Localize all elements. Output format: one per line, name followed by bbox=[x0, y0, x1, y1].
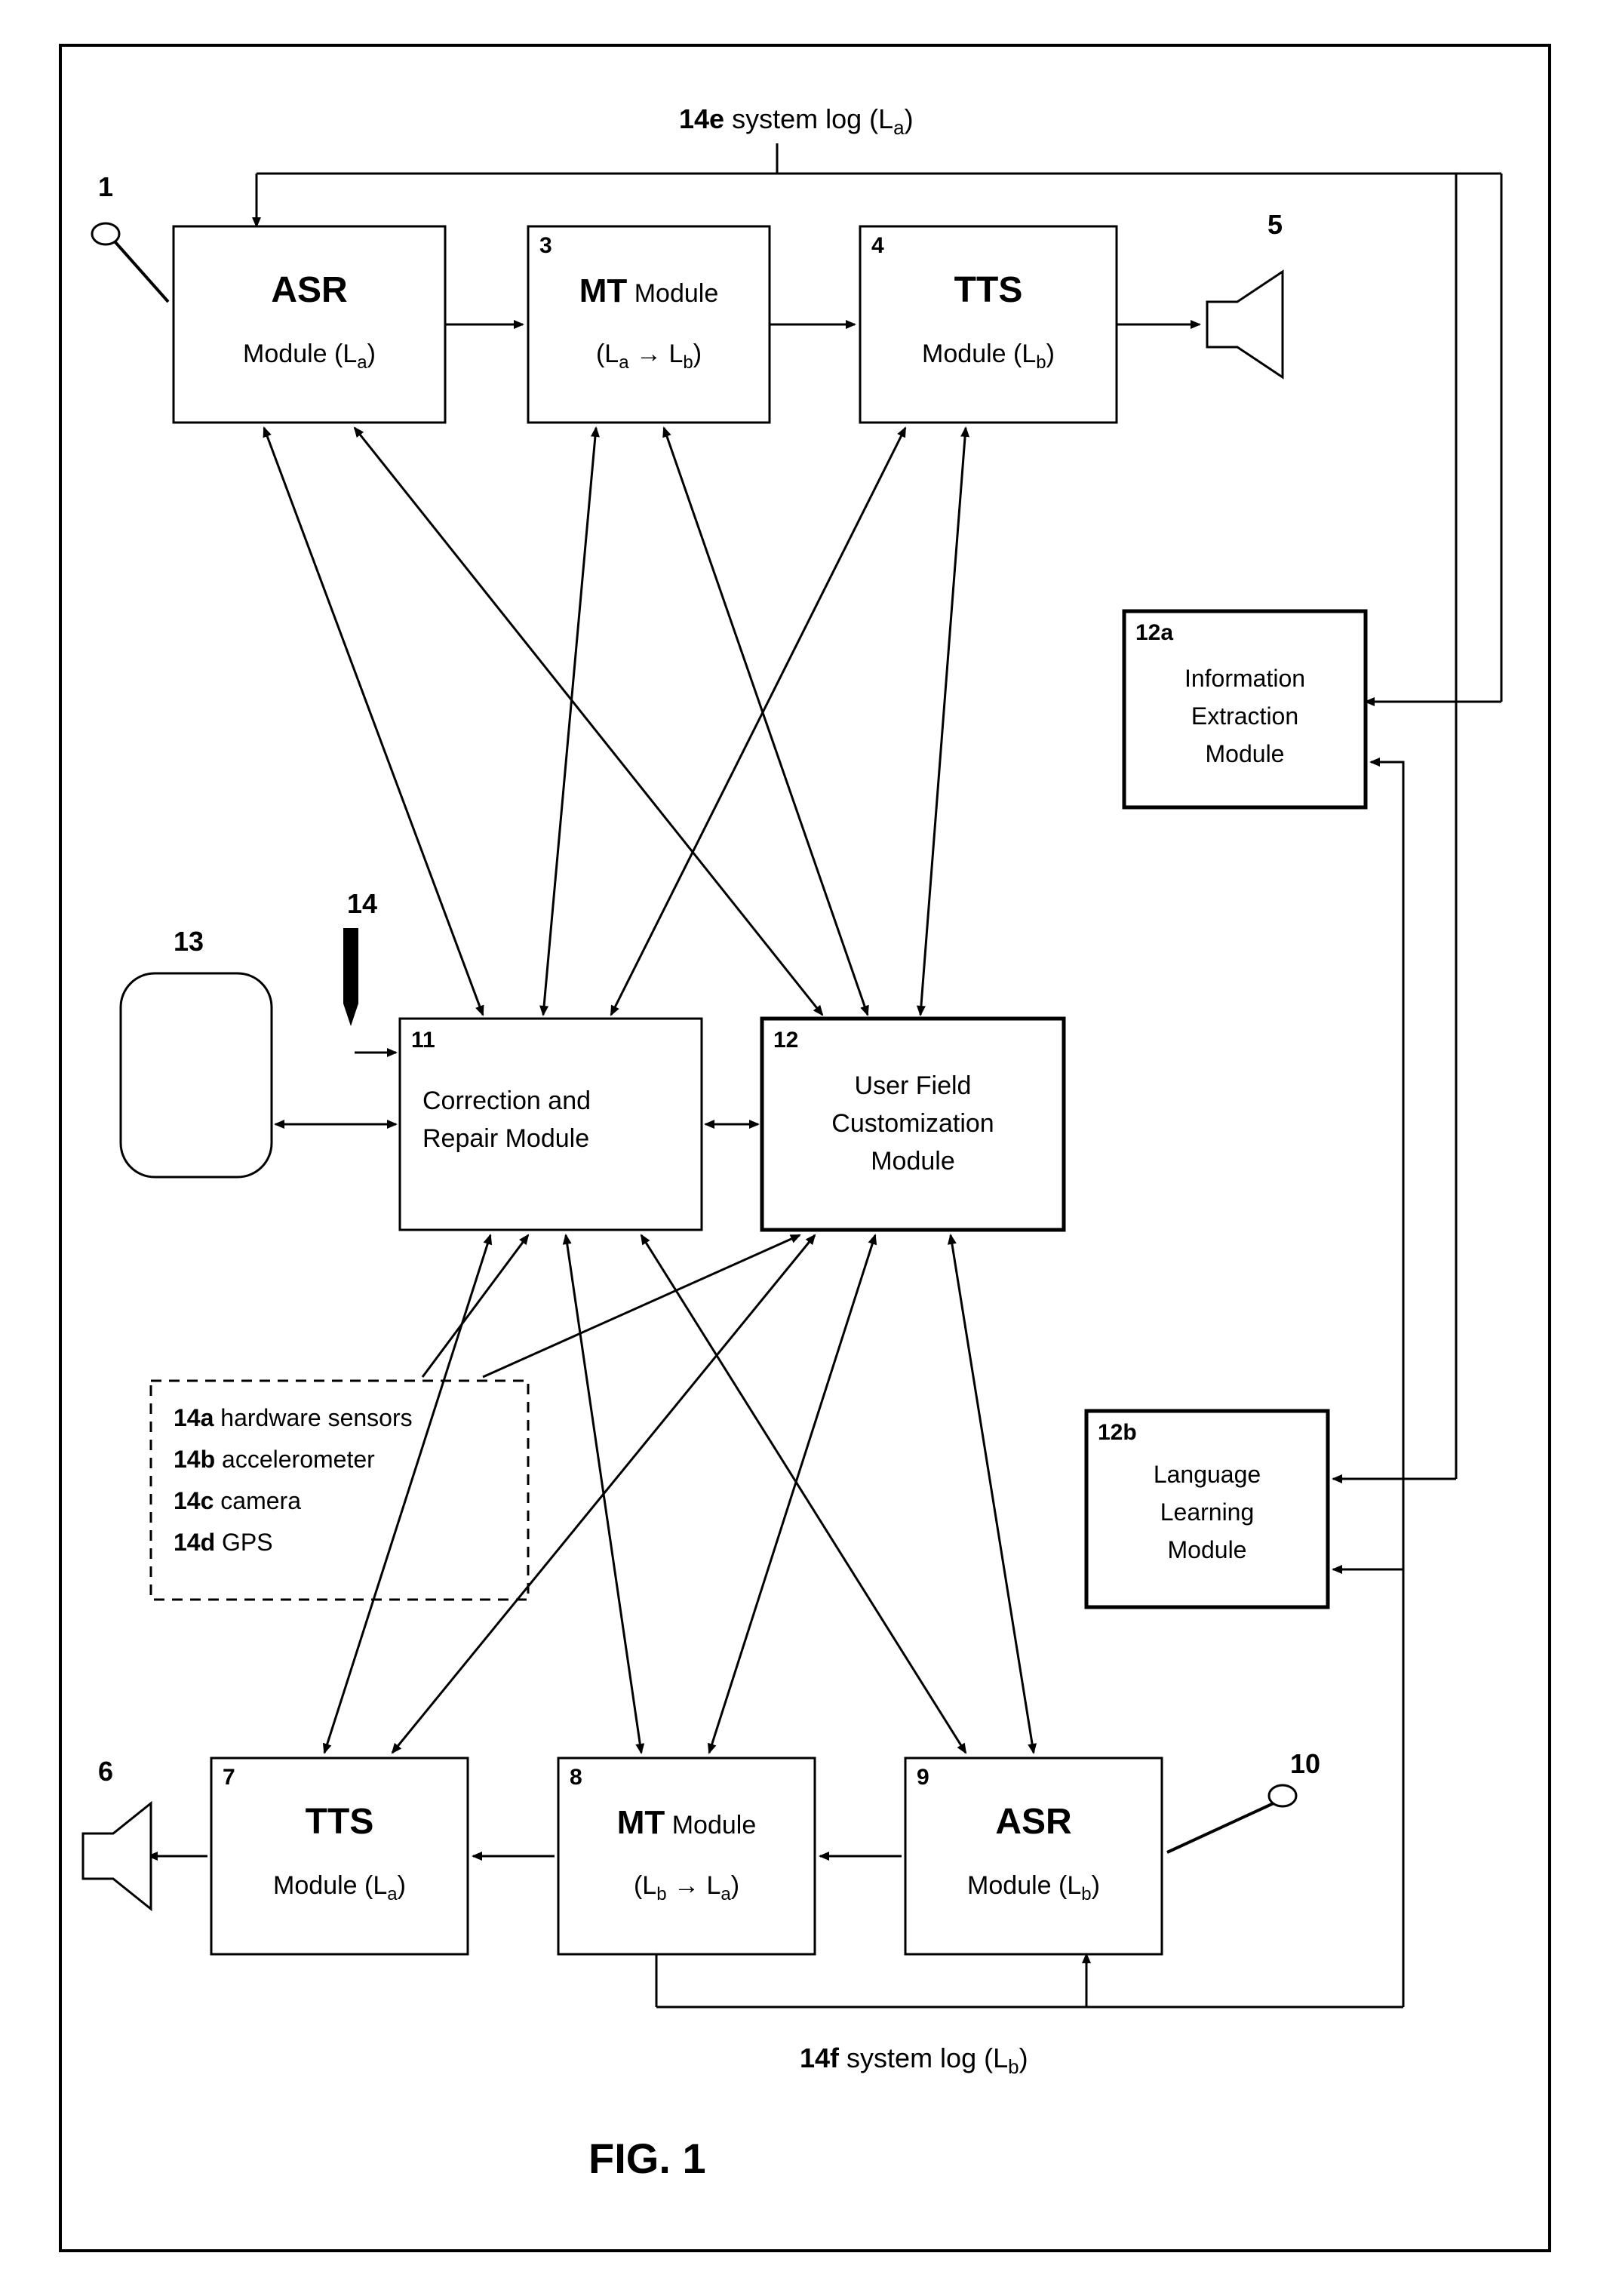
edge-11-4 bbox=[611, 428, 905, 1015]
speaker-icon bbox=[1207, 272, 1283, 377]
asr-lb-title: ASR bbox=[995, 1802, 1071, 1842]
sensor-d: 14d GPS bbox=[174, 1529, 273, 1556]
edge-12-9 bbox=[951, 1235, 1034, 1753]
box3-id: 3 bbox=[539, 233, 552, 258]
b12a-l2: Extraction bbox=[1191, 702, 1298, 730]
edge-12-4 bbox=[920, 428, 966, 1015]
microphone-icon-10 bbox=[1167, 1785, 1296, 1852]
microphone-icon bbox=[92, 223, 168, 302]
sensor-b: 14b accelerometer bbox=[174, 1446, 375, 1473]
box-mt-ba bbox=[558, 1758, 815, 1954]
top-log-label: 14e system log (La) bbox=[679, 103, 914, 139]
b11-l1: Correction and bbox=[422, 1087, 591, 1115]
b11-l2: Repair Module bbox=[422, 1124, 589, 1153]
edge-11-2 bbox=[264, 428, 483, 1015]
b12-l3: Module bbox=[871, 1147, 955, 1176]
box-asr-lb bbox=[905, 1758, 1162, 1954]
sensor-a: 14a hardware sensors bbox=[174, 1404, 413, 1431]
edge-sensor-11 bbox=[422, 1235, 528, 1377]
box12b-id: 12b bbox=[1098, 1420, 1137, 1445]
label-13: 13 bbox=[174, 926, 204, 957]
diagram-root: 14e system log (La) ASR Module (La) 3 MT… bbox=[0, 0, 1610, 2296]
box-mt-ab bbox=[528, 226, 770, 423]
edge-12-7 bbox=[392, 1235, 815, 1753]
asr-lb-line2: Module (Lb) bbox=[967, 1871, 1100, 1904]
b12b-l3: Module bbox=[1168, 1536, 1247, 1563]
box8-id: 8 bbox=[570, 1765, 582, 1790]
b12b-l1: Language bbox=[1154, 1461, 1261, 1488]
box12-id: 12 bbox=[773, 1028, 798, 1053]
b12b-l2: Learning bbox=[1160, 1498, 1255, 1526]
label-5: 5 bbox=[1267, 209, 1283, 240]
box7-id: 7 bbox=[223, 1765, 235, 1790]
b12a-l1: Information bbox=[1184, 665, 1305, 692]
bottom-log-label: 14f system log (Lb) bbox=[800, 2042, 1028, 2078]
asr-la-title: ASR bbox=[271, 270, 347, 310]
label-10: 10 bbox=[1290, 1748, 1320, 1779]
edge-12-3 bbox=[664, 428, 868, 1015]
b12-l1: User Field bbox=[855, 1071, 972, 1100]
edge-11-7 bbox=[324, 1235, 490, 1753]
tts-lb-line2: Module (Lb) bbox=[922, 340, 1055, 373]
asr-la-line2: Module (La) bbox=[243, 340, 376, 373]
stylus-icon bbox=[343, 928, 358, 1026]
figure-label: FIG. 1 bbox=[588, 2135, 706, 2182]
box-tts-la bbox=[211, 1758, 468, 1954]
tts-lb-title: TTS bbox=[954, 270, 1023, 310]
speaker-icon-6 bbox=[83, 1803, 151, 1909]
edge-sensor-12 bbox=[483, 1235, 800, 1377]
edge-12-8 bbox=[709, 1235, 875, 1753]
box4-id: 4 bbox=[871, 233, 884, 258]
box12a-id: 12a bbox=[1135, 620, 1173, 645]
edge-11-9 bbox=[641, 1235, 966, 1753]
box-asr-la bbox=[174, 226, 445, 423]
b12-l2: Customization bbox=[831, 1109, 994, 1138]
label-6: 6 bbox=[98, 1756, 113, 1787]
label-14: 14 bbox=[347, 888, 377, 919]
box-tts-lb bbox=[860, 226, 1117, 423]
label-1: 1 bbox=[98, 171, 113, 202]
b12a-l3: Module bbox=[1206, 740, 1285, 767]
tts-la-title: TTS bbox=[306, 1802, 374, 1842]
edge-to-12a-bottom bbox=[1371, 762, 1403, 2007]
box11-id: 11 bbox=[411, 1028, 435, 1053]
sensor-c: 14c camera bbox=[174, 1487, 301, 1514]
shape-13 bbox=[121, 973, 272, 1177]
tts-la-line2: Module (La) bbox=[273, 1871, 406, 1904]
box9-id: 9 bbox=[917, 1765, 929, 1790]
